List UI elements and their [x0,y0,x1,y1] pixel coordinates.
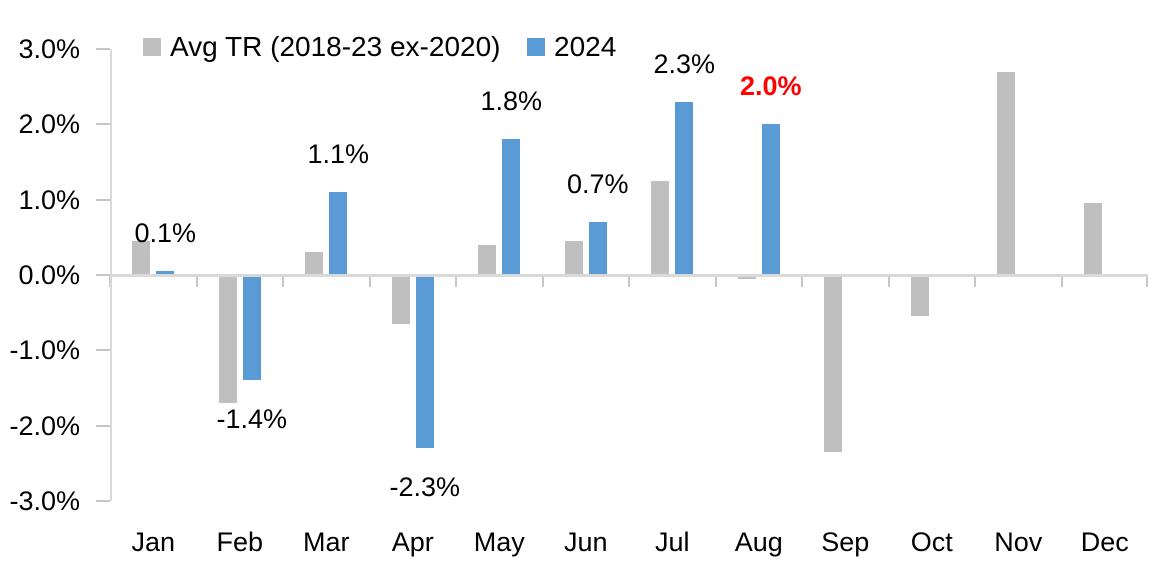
x-axis-label-feb: Feb [216,527,264,557]
x-axis-tick [714,276,717,287]
bar-avg-tr-feb [218,275,237,404]
bar-avg-tr-oct [910,275,929,317]
x-axis-tick [628,276,630,287]
data-label-jan: 0.1% [134,218,197,249]
y-axis-tick-label: 2.0% [18,109,80,140]
bar-avg-tr-mar [305,252,324,275]
bar-avg-tr-dec [1083,203,1102,275]
y-axis-tick-label: 3.0% [18,34,80,64]
x-axis-tick [887,276,890,287]
legend-2024-swatch-icon [527,38,545,56]
bar-avg-tr-sep [824,275,843,453]
x-axis-label-apr: Apr [391,527,434,557]
x-axis-tick [195,276,198,287]
data-label-aug: 2.0% [739,71,802,102]
x-axis-tick [801,276,803,287]
y-axis-tick-label: -3.0% [9,485,80,516]
y-axis-tick [96,198,110,201]
y-axis-tick [96,349,110,352]
bar-2024-apr [415,275,434,449]
x-axis-tick [1146,276,1148,287]
legend-avg-tr-label: Avg TR (2018-23 ex-2020) [170,31,501,62]
x-axis-tick [455,276,457,287]
x-axis-tick [541,276,544,287]
legend-2024-label: 2024 [554,31,617,62]
x-axis-label-sep: Sep [821,527,870,557]
data-label-mar: 1.1% [307,139,370,170]
x-axis-line [110,274,1148,277]
y-axis-tick [96,48,110,50]
legend: Avg TR (2018-23 ex-2020) 2024 [0,33,1152,63]
bar-avg-tr-nov [997,71,1016,275]
legend-item-2024: 2024 [527,33,616,61]
y-axis-tick-label: -2.0% [9,410,80,441]
bar-avg-tr-apr [391,275,410,324]
bar-2024-feb [242,275,261,381]
x-axis-label-aug: Aug [734,527,783,557]
y-axis-tick [96,274,110,276]
bar-avg-tr-may [478,244,497,275]
legend-item-avg-tr: Avg TR (2018-23 ex-2020) [143,33,501,61]
y-axis-tick-label: 1.0% [18,184,80,215]
bar-avg-tr-jan [132,241,151,275]
x-axis-label-nov: Nov [994,527,1043,557]
bar-2024-may [502,139,521,275]
x-axis-label-mar: Mar [303,527,350,557]
bar-2024-aug [761,124,780,275]
y-axis-tick [96,424,110,427]
x-axis-label-jun: Jun [563,527,608,557]
bar-2024-jun [588,222,607,275]
x-axis-tick [368,276,371,287]
bar-2024-jul [675,101,694,275]
data-label-may: 1.8% [480,86,543,117]
x-axis-label-oct: Oct [910,527,953,557]
bar-avg-tr-jul [651,180,670,275]
bar-avg-tr-jun [564,241,583,275]
x-axis-label-dec: Dec [1080,527,1129,557]
y-axis-tick-label: 0.0% [18,260,80,290]
x-axis-label-may: May [473,527,525,557]
data-label-feb: -1.4% [216,404,288,435]
data-label-jun: 0.7% [566,169,629,200]
bar-2024-mar [329,192,348,275]
x-axis-tick [1060,276,1063,287]
y-axis-tick-label: -1.0% [9,335,80,366]
y-axis-tick [96,499,110,502]
x-axis-tick [282,276,284,287]
x-axis-label-jan: Jan [131,527,176,557]
x-axis-label-jul: Jul [654,527,690,557]
bar-2024-jan [156,271,175,275]
legend-avg-tr-swatch-icon [143,38,161,56]
y-axis-tick [96,123,110,126]
data-label-apr: -2.3% [389,472,461,503]
data-label-jul: 2.3% [653,48,716,79]
x-axis-tick [974,276,976,287]
